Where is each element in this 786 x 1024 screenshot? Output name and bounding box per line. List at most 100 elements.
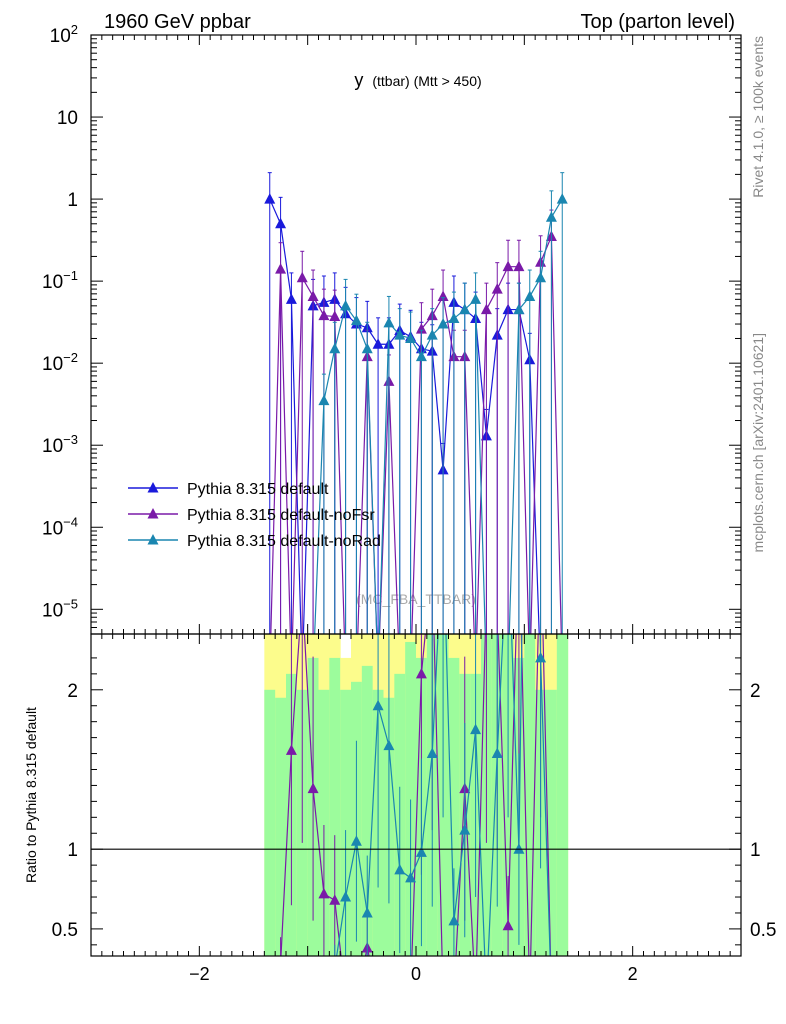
header-left-label: 1960 GeV ppbar	[104, 11, 251, 33]
x-tick-label: 2	[628, 964, 638, 984]
ratio-point	[513, 843, 525, 854]
ratio-point	[415, 667, 427, 679]
x-tick-label: 0	[411, 964, 421, 984]
series-line-noFsr	[270, 236, 562, 634]
y-tick-label: 10−4	[42, 514, 78, 539]
ratio-point	[307, 782, 319, 794]
rivet-version-label: Rivet 4.1.0, ≥ 100k events	[750, 36, 766, 198]
ratio-point	[535, 651, 547, 663]
legend-marker-noFsr	[147, 508, 159, 519]
legend-label-noFsr: Pythia 8.315 default-noFsr	[187, 507, 375, 524]
ratio-point	[285, 744, 297, 755]
ratio-band-green	[275, 697, 287, 956]
ratio-point	[502, 919, 514, 931]
ratio-point	[426, 747, 438, 759]
data-point	[513, 260, 525, 272]
data-point	[350, 314, 362, 326]
ratio-point	[361, 906, 373, 918]
legend-marker-noRad	[147, 534, 159, 545]
ratio-y-tick-label-left: 2	[67, 681, 78, 702]
series-line-default	[269, 198, 540, 634]
data-point	[307, 290, 319, 301]
y-tick-label: 10	[57, 108, 78, 129]
ratio-point	[470, 723, 482, 735]
data-point	[329, 310, 341, 322]
y-tick-label: 102	[50, 22, 78, 47]
data-point	[545, 211, 557, 222]
y-tick-label: 10−2	[42, 350, 78, 375]
ratio-point	[491, 747, 503, 759]
header-right-label: Top (parton level)	[580, 11, 735, 33]
ratio-point	[383, 739, 395, 751]
analysis-label: (MC_FBA_TTBAR)	[356, 591, 476, 607]
data-point	[480, 303, 492, 315]
data-point	[535, 271, 547, 283]
data-point	[426, 329, 438, 340]
ratio-point	[459, 824, 471, 835]
ratio-band-green	[448, 657, 460, 956]
data-point	[318, 309, 330, 321]
y-tick-label: 10−5	[42, 596, 78, 621]
ratio-band-green	[329, 657, 341, 956]
data-point	[415, 323, 427, 334]
legend-marker-default	[147, 482, 159, 493]
data-point	[383, 316, 395, 328]
ratio-point	[394, 863, 406, 875]
ratio-y-tick-label-right: 0.5	[750, 920, 776, 941]
data-point	[405, 332, 417, 343]
ratio-band-green	[556, 634, 569, 956]
legend: Pythia 8.315 default Pythia 8.315 default…	[128, 481, 381, 550]
data-point	[524, 290, 536, 301]
data-point	[394, 329, 406, 340]
legend-label-default: Pythia 8.315 default	[187, 481, 329, 498]
plot-title-sub: (ttbar) (Mtt > 450)	[372, 73, 481, 89]
ratio-band-green	[318, 689, 330, 956]
y-tick-label: 1	[67, 190, 78, 211]
ratio-ylabel: Ratio to Pythia 8.315 default	[23, 707, 39, 883]
ratio-band-green	[340, 689, 352, 956]
plot-title: y (ttbar) (Mtt > 450)	[354, 70, 481, 90]
ratio-band-green	[524, 634, 536, 956]
data-point	[285, 293, 297, 304]
ratio-point	[350, 835, 362, 846]
data-point	[415, 350, 427, 362]
data-point	[372, 338, 384, 349]
ratio-point	[405, 871, 417, 883]
data-point	[470, 293, 482, 304]
ratio-y-tick-label-left: 0.5	[52, 920, 78, 941]
data-point	[513, 303, 525, 315]
y-tick-label: 10−1	[42, 268, 78, 293]
ratio-y-tick-label-right: 1	[750, 840, 761, 861]
legend-label-noRad: Pythia 8.315 default-noRad	[187, 533, 381, 550]
data-point	[556, 193, 568, 204]
data-point	[318, 394, 330, 406]
upper-plot-layer	[264, 172, 568, 634]
data-point	[275, 217, 287, 229]
data-point	[437, 318, 449, 329]
mcplots-label: mcplots.cern.ch [arXiv:2401.10621]	[750, 333, 766, 552]
plot-title-main: y	[354, 70, 363, 90]
ratio-band-green	[546, 689, 558, 956]
ratio-plot-layer	[280, 634, 552, 956]
ratio-point	[329, 894, 341, 905]
data-point	[340, 299, 352, 311]
ratio-band-green	[405, 641, 417, 956]
data-point	[491, 283, 503, 294]
data-point	[502, 260, 514, 272]
ratio-point	[415, 846, 427, 857]
ratio-point	[318, 887, 330, 899]
ratio-y-tick-label-right: 2	[750, 681, 761, 702]
series-noRad	[314, 172, 568, 634]
axes-frames: −2 0 2 102 10 1 10−1 10−2 10−3 10−4 10−5 0.5 0.5 1 1 2 2	[42, 22, 776, 984]
ratio-band-green	[361, 665, 374, 956]
x-tick-label: −2	[189, 964, 210, 984]
ratio-series-noRad	[334, 634, 551, 956]
data-point	[264, 193, 276, 204]
ratio-point	[372, 699, 384, 711]
data-point	[296, 271, 308, 283]
ratio-point	[448, 914, 460, 926]
ratio-line-noFsr	[280, 634, 552, 956]
ratio-y-tick-label-left: 1	[67, 840, 78, 861]
y-tick-label: 10−3	[42, 432, 78, 457]
